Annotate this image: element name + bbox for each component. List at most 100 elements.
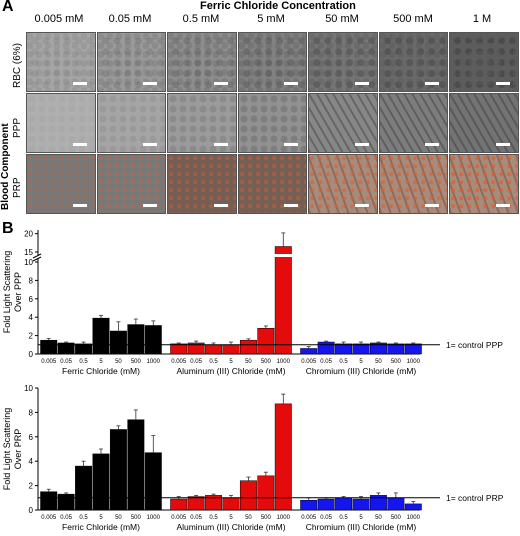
micrograph-rbc-0 bbox=[26, 32, 96, 92]
y-tick-label: 0 bbox=[29, 506, 34, 515]
x-tick-label: 5 bbox=[99, 359, 103, 365]
row-label-ppp: PPP bbox=[12, 117, 23, 138]
conc-label-0: 0.005 mM bbox=[34, 13, 84, 25]
group-label: Aluminum (III) Chloride (mM) bbox=[176, 522, 285, 532]
micrograph-prp-1 bbox=[96, 154, 166, 214]
scale-bar bbox=[72, 204, 87, 207]
x-tick-label: 50 bbox=[375, 515, 382, 521]
bar bbox=[75, 465, 93, 511]
axis-break-gap bbox=[33, 255, 43, 259]
bar bbox=[57, 493, 75, 511]
x-tick-label: 0.005 bbox=[301, 515, 317, 521]
reference-line-label: 1= control PPP bbox=[446, 340, 503, 350]
y-axis-label: Fold Light Scattering bbox=[2, 251, 12, 334]
scale-bar bbox=[213, 204, 228, 207]
bar bbox=[92, 317, 110, 355]
x-tick-label: 0.005 bbox=[171, 515, 187, 521]
bar bbox=[109, 330, 127, 355]
bar-break bbox=[274, 254, 292, 257]
x-tick-label: 0.005 bbox=[41, 515, 57, 521]
panel-b-letter: B bbox=[2, 220, 14, 237]
micrograph-prp-5 bbox=[378, 154, 448, 214]
x-tick-label: 5 bbox=[359, 515, 363, 521]
scale-bar bbox=[354, 204, 369, 207]
y-tick-label: 10 bbox=[24, 258, 33, 267]
x-tick-label: 5 bbox=[359, 359, 363, 365]
micrograph-prp-2 bbox=[167, 154, 237, 214]
y-tick-label: 4 bbox=[29, 313, 34, 322]
panel-a-title: Ferric Chloride Concentration bbox=[200, 0, 356, 12]
group-label: Aluminum (III) Chloride (mM) bbox=[176, 366, 285, 376]
bar bbox=[170, 498, 188, 511]
micrograph-rbc-1 bbox=[96, 32, 166, 92]
scale-bar bbox=[213, 143, 228, 146]
bar bbox=[387, 343, 405, 355]
panel-a-letter: A bbox=[2, 0, 14, 15]
x-tick-label: 5 bbox=[229, 515, 233, 521]
reference-line-label: 1= control PRP bbox=[446, 493, 504, 503]
group-label: Chromium (III) Chloride (mM) bbox=[306, 366, 417, 376]
scale-bar bbox=[284, 204, 298, 207]
x-tick-label: 0.05 bbox=[60, 515, 72, 521]
bar bbox=[92, 453, 110, 511]
x-tick-label: 1000 bbox=[277, 359, 291, 365]
bar bbox=[257, 475, 275, 511]
scale-bar bbox=[143, 143, 157, 146]
y-tick-label: 6 bbox=[29, 295, 34, 304]
conc-label-6: 1 M bbox=[472, 13, 492, 25]
x-tick-label: 500 bbox=[261, 359, 272, 365]
x-tick-label: 0.5 bbox=[79, 515, 88, 521]
bar bbox=[109, 429, 127, 511]
scale-bar bbox=[213, 82, 228, 85]
bar bbox=[300, 499, 318, 511]
scale-bar bbox=[143, 204, 157, 207]
bar bbox=[352, 498, 370, 511]
x-tick-label: 500 bbox=[391, 359, 402, 365]
y-axis-label-2: Over PRP bbox=[13, 429, 23, 470]
scale-bar bbox=[72, 82, 87, 85]
micrograph-ppp-5 bbox=[378, 93, 448, 153]
x-tick-label: 500 bbox=[261, 515, 272, 521]
bar bbox=[40, 339, 58, 355]
x-tick-label: 1000 bbox=[147, 359, 161, 365]
bar bbox=[404, 503, 422, 511]
y-tick-label: 4 bbox=[29, 457, 34, 466]
micrograph-grid bbox=[26, 32, 519, 218]
conc-label-1: 0.05 mM bbox=[108, 13, 152, 25]
x-tick-label: 500 bbox=[131, 359, 142, 365]
row-label-rbc: RBC (6%) bbox=[12, 42, 23, 88]
bar bbox=[317, 498, 335, 511]
y-tick-label: 6 bbox=[29, 433, 34, 442]
bar bbox=[127, 324, 145, 355]
y-tick-label: 15 bbox=[24, 248, 33, 257]
bar bbox=[187, 496, 205, 511]
axis-break-mark bbox=[32, 256, 42, 262]
bar bbox=[317, 341, 335, 355]
x-tick-label: 0.05 bbox=[190, 359, 202, 365]
y-axis-label-2: Over PPP bbox=[13, 272, 23, 312]
row-label-prp: PRP bbox=[12, 177, 23, 198]
x-tick-label: 0.005 bbox=[41, 359, 57, 365]
bar bbox=[222, 344, 240, 355]
group-label: Ferric Chloride (mM) bbox=[62, 366, 140, 376]
x-tick-label: 50 bbox=[115, 515, 122, 521]
micrograph-ppp-6 bbox=[449, 93, 519, 153]
conc-label-2: 0.5 mM bbox=[182, 13, 220, 25]
bar bbox=[335, 497, 353, 511]
micrograph-rbc-5 bbox=[378, 32, 448, 92]
blood-component-label: Blood Component bbox=[0, 123, 11, 210]
micrograph-ppp-0 bbox=[26, 93, 96, 153]
x-tick-label: 1000 bbox=[407, 515, 421, 521]
y-tick-label: 8 bbox=[29, 408, 34, 417]
bar bbox=[352, 343, 370, 355]
x-tick-label: 500 bbox=[391, 515, 402, 521]
chart-prp: 0 2 4 6 8 10 Fold Light Scattering Over PRP 0.00… bbox=[2, 384, 504, 532]
y-tick-label: 2 bbox=[29, 482, 34, 491]
bar bbox=[144, 452, 162, 511]
bar bbox=[300, 348, 318, 355]
bar bbox=[274, 403, 292, 511]
micrograph-prp-0 bbox=[26, 154, 96, 214]
group-label: Chromium (III) Chloride (mM) bbox=[306, 522, 417, 532]
x-tick-label: 0.05 bbox=[60, 359, 72, 365]
